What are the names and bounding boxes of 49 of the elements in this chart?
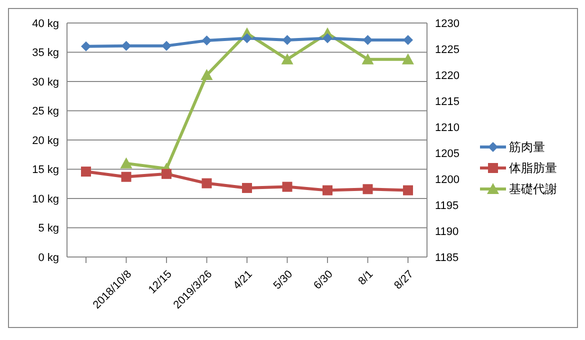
point xyxy=(362,34,373,45)
point xyxy=(121,40,132,51)
y2-tick-label: 1220 xyxy=(435,70,460,82)
point xyxy=(121,172,132,182)
point xyxy=(81,41,91,52)
point xyxy=(322,33,332,44)
point xyxy=(200,69,213,80)
point xyxy=(162,168,172,179)
legend-label: 基礎代謝 xyxy=(509,180,557,198)
x-tick-label: 5/30 xyxy=(271,268,296,292)
y-tick-label: 30 kg xyxy=(32,76,59,88)
y2-tick-label: 1205 xyxy=(435,148,460,160)
point xyxy=(403,185,413,196)
y-tick-label: 15 kg xyxy=(32,164,59,176)
y-tick-label: 5 kg xyxy=(38,222,59,235)
point xyxy=(202,178,212,188)
point xyxy=(402,53,414,64)
point xyxy=(322,185,332,196)
legend-label: 筋肉量 xyxy=(509,138,545,156)
y2-tick-label: 1215 xyxy=(435,96,460,108)
point xyxy=(242,182,252,193)
point xyxy=(281,53,294,64)
point xyxy=(362,53,374,64)
y-tick-label: 40 kg xyxy=(32,18,59,30)
point xyxy=(202,36,212,46)
point xyxy=(242,33,252,44)
y-tick-label: 35 kg xyxy=(32,47,59,60)
y2-tick-label: 1230 xyxy=(435,18,460,30)
y2-tick-label: 1225 xyxy=(435,44,460,56)
y2-tick-label: 1190 xyxy=(435,226,459,238)
y2-tick-label: 1195 xyxy=(435,200,459,212)
y2-tick-label: 1185 xyxy=(435,252,459,264)
point xyxy=(282,34,292,45)
point xyxy=(81,166,91,177)
y-tick-label: 0 kg xyxy=(38,252,59,264)
y2-tick-label: 1210 xyxy=(435,122,460,134)
x-tick-label: 8/1 xyxy=(356,268,376,288)
point xyxy=(162,40,172,51)
point xyxy=(282,182,292,192)
point xyxy=(120,157,132,168)
point xyxy=(362,184,373,194)
x-tick-label: 6/30 xyxy=(312,268,336,292)
y-tick-label: 20 kg xyxy=(32,134,59,147)
y-tick-label: 25 kg xyxy=(32,106,59,118)
y-tick-label: 10 kg xyxy=(32,193,59,206)
y2-tick-label: 1200 xyxy=(435,174,460,186)
point xyxy=(403,34,413,45)
legend-label: 体脂肪量 xyxy=(509,160,557,176)
x-tick-label: 4/21 xyxy=(231,268,255,292)
